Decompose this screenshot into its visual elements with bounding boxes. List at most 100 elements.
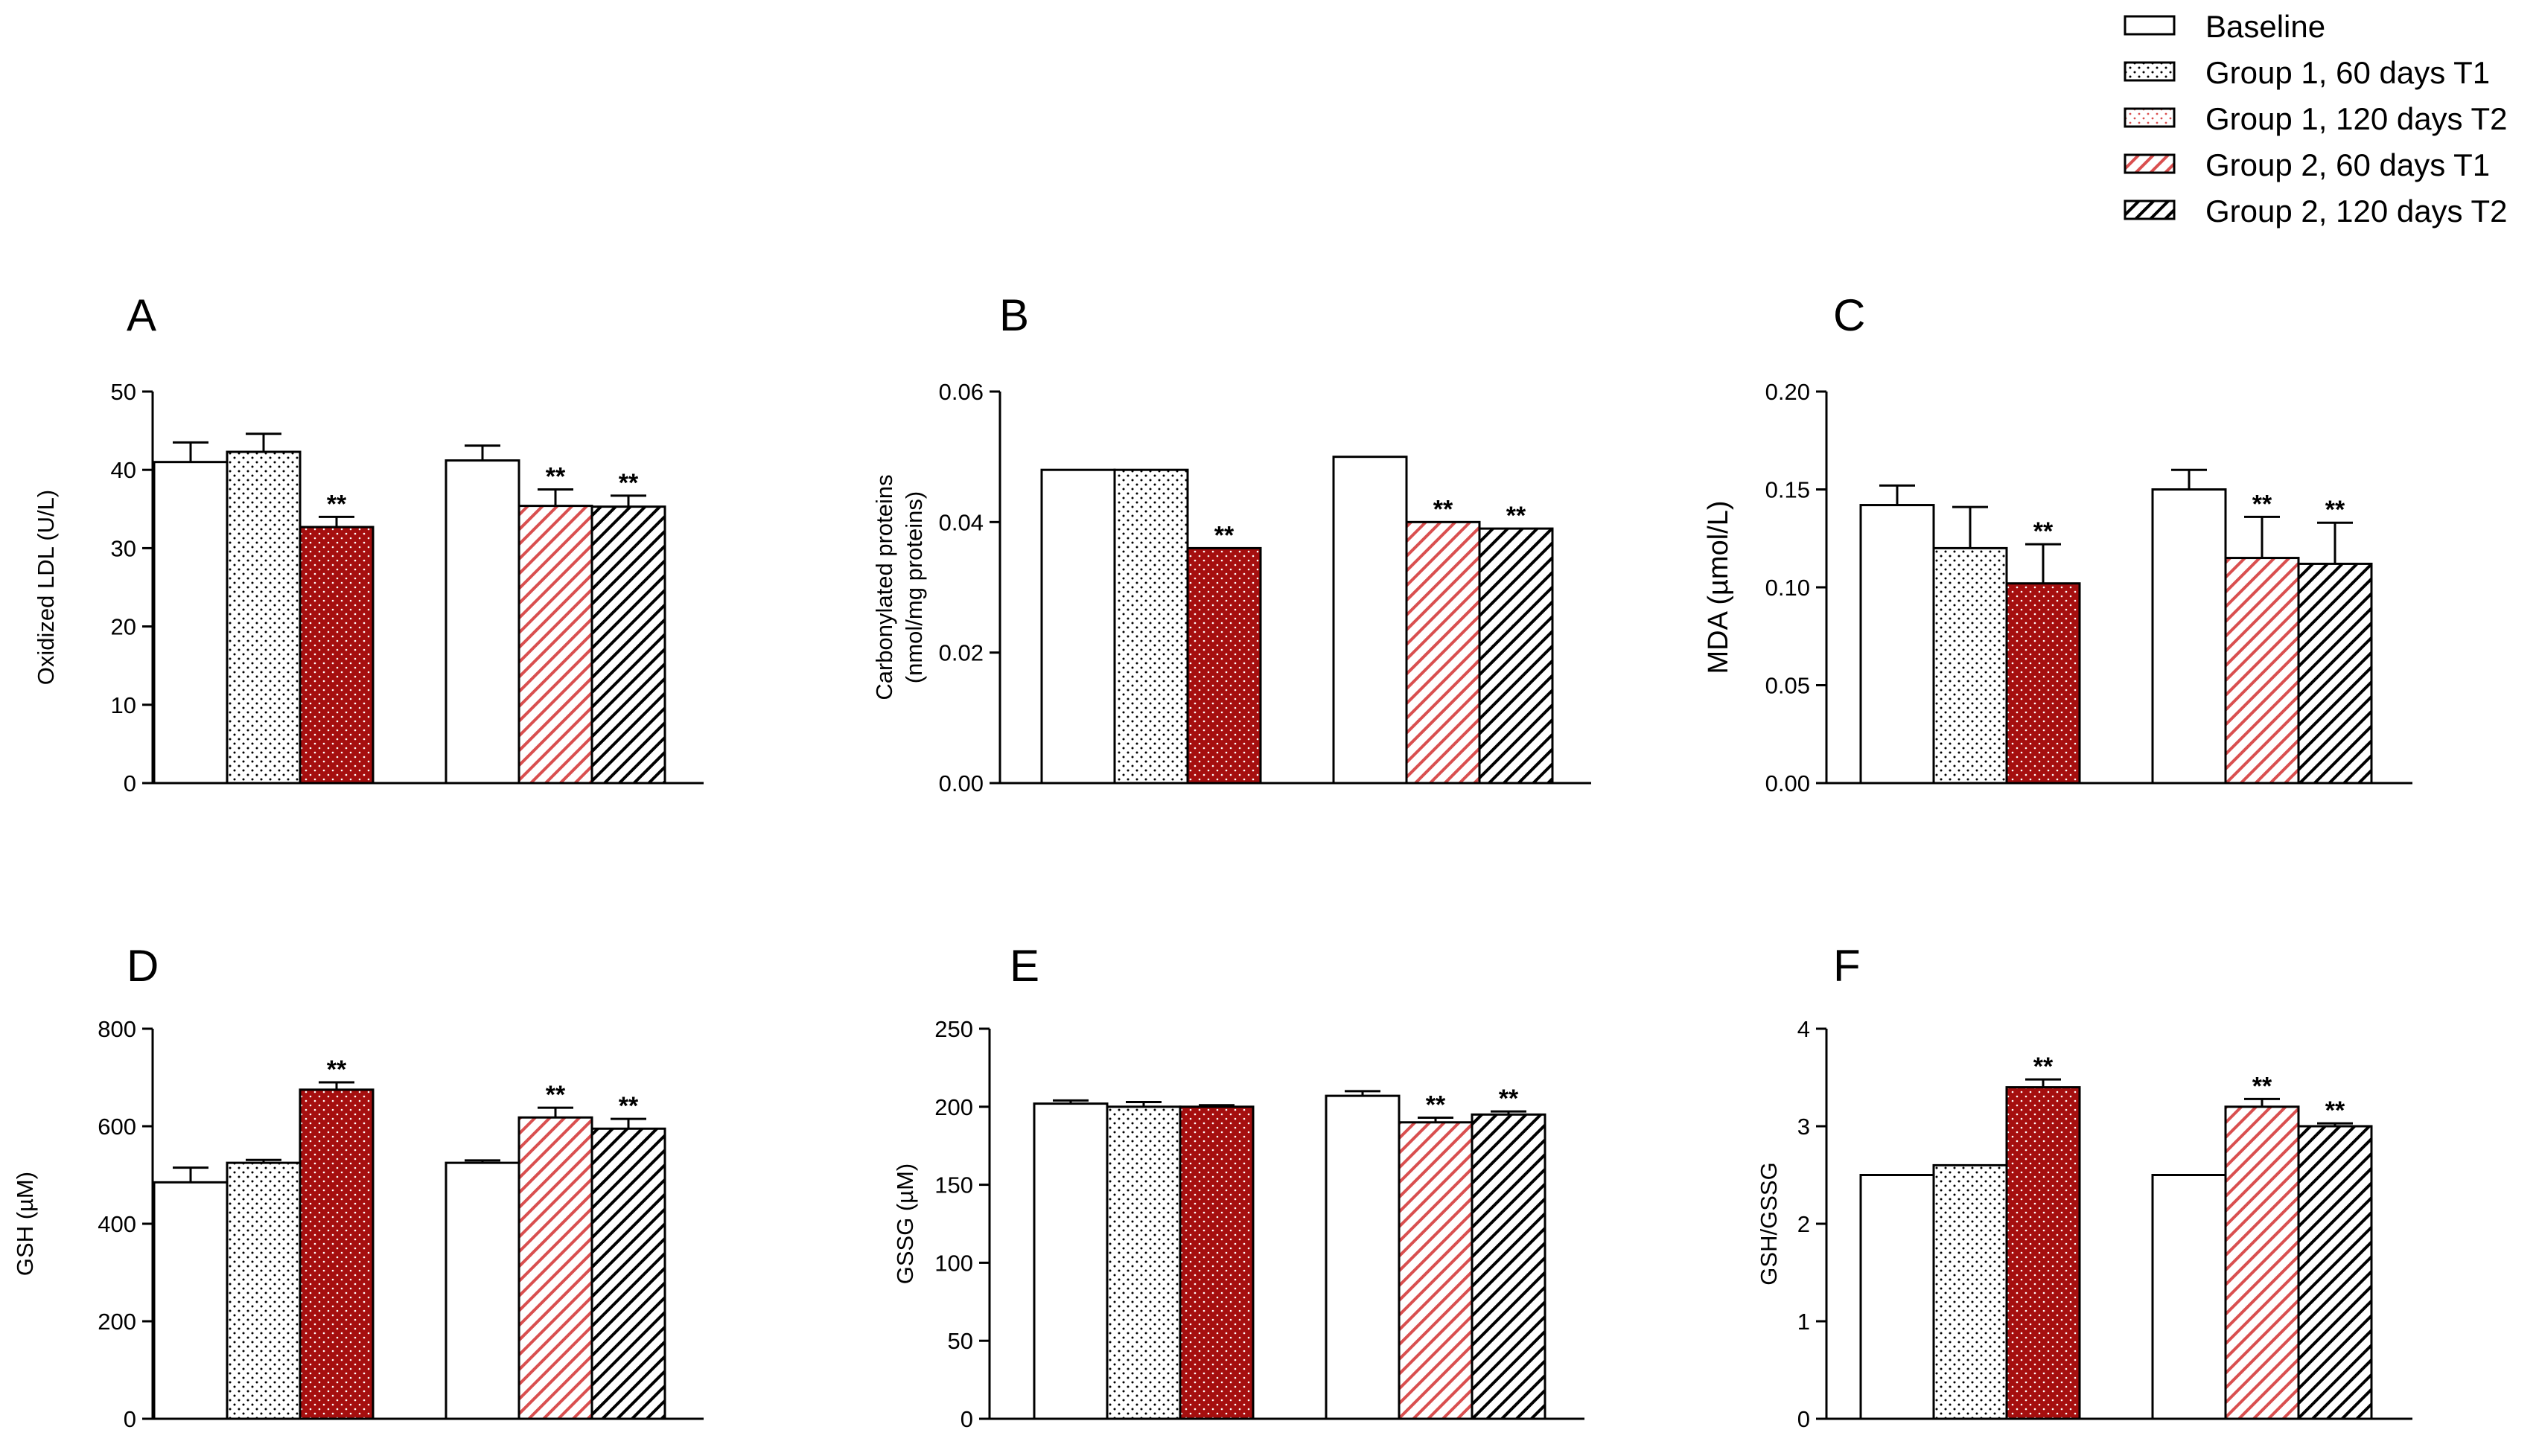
y-tick-label: 100 xyxy=(934,1250,973,1276)
bar xyxy=(1179,1105,1255,1420)
legend-swatch-group1-t1 xyxy=(2124,61,2176,82)
significance-label: ** xyxy=(1214,521,1235,549)
y-tick-label: 0.00 xyxy=(1765,770,1810,796)
bar xyxy=(2151,1174,2227,1420)
panel-letter: A xyxy=(127,290,156,340)
bar xyxy=(517,505,593,785)
bar xyxy=(1398,1121,1474,1420)
bar xyxy=(2151,488,2227,785)
y-tick-label: 0 xyxy=(1797,1406,1810,1432)
legend-label: Group 2, 60 days T1 xyxy=(2205,147,2491,182)
y-tick-label: 10 xyxy=(111,692,136,718)
y-tick-label: 0.04 xyxy=(939,509,984,535)
y-tick-label: 0.05 xyxy=(1765,673,1810,699)
significance-label: ** xyxy=(546,1081,566,1109)
y-tick-label: 150 xyxy=(934,1172,973,1198)
y-tick-label: 30 xyxy=(111,535,136,561)
bar xyxy=(2297,1125,2373,1420)
y-axis-label: Oxidized LDL (U/L) xyxy=(33,490,59,685)
bar xyxy=(1478,527,1554,785)
bar xyxy=(590,1127,666,1420)
y-axis-label: Carbonylated proteins xyxy=(871,474,897,700)
bar xyxy=(226,1161,302,1420)
significance-label: ** xyxy=(2325,496,2345,524)
y-axis-label: MDA (µmol/L) xyxy=(1703,500,1734,674)
significance-label: ** xyxy=(619,469,639,497)
panel-a: A 0 10 20 30 40 50 Oxidized LDL (U/L) ** ** ** xyxy=(33,290,704,796)
y-tick-label: 3 xyxy=(1797,1114,1810,1140)
significance-label: ** xyxy=(327,1056,347,1084)
bar xyxy=(153,461,229,785)
bar xyxy=(517,1116,593,1420)
bar xyxy=(1471,1113,1546,1420)
significance-label: ** xyxy=(2252,490,2272,518)
bar xyxy=(1113,468,1189,785)
bar xyxy=(1106,1105,1182,1420)
y-tick-label: 4 xyxy=(1797,1016,1810,1042)
panel-letter: B xyxy=(999,290,1029,340)
y-tick-label: 0.15 xyxy=(1765,477,1810,503)
y-tick-label: 0.02 xyxy=(939,640,984,666)
significance-label: ** xyxy=(1426,1091,1446,1119)
y-tick-label: 600 xyxy=(98,1114,136,1140)
significance-label: ** xyxy=(1499,1085,1519,1113)
significance-label: ** xyxy=(546,463,566,491)
significance-label: ** xyxy=(2252,1072,2272,1100)
bar xyxy=(1325,1094,1401,1420)
bar xyxy=(1040,468,1116,785)
significance-label: ** xyxy=(2033,517,2054,546)
y-tick-label: 50 xyxy=(111,379,136,405)
legend-swatch-baseline xyxy=(2124,15,2176,36)
bar xyxy=(1859,504,1935,785)
significance-label: ** xyxy=(1433,495,1453,523)
panel-letter: F xyxy=(1833,941,1861,991)
panel-letter: D xyxy=(127,941,159,991)
panel-c: C 0.00 0.05 0.10 0.15 0.20 MDA (µmol/L) ** ** ** xyxy=(1703,290,2412,796)
y-tick-label: 40 xyxy=(111,457,136,483)
bar xyxy=(2005,582,2081,785)
bar xyxy=(2005,1086,2081,1420)
bar xyxy=(445,459,520,785)
bar xyxy=(299,1088,375,1420)
bar xyxy=(1932,1163,2008,1420)
legend-label: Group 2, 120 days T2 xyxy=(2205,194,2508,229)
panel-b: B 0.00 0.02 0.04 0.06 Carbonylated proteins (n… xyxy=(871,290,1591,796)
legend-swatch-group2-t2 xyxy=(2124,199,2176,220)
y-tick-label: 200 xyxy=(934,1094,973,1120)
y-tick-label: 200 xyxy=(98,1309,136,1335)
y-tick-label: 400 xyxy=(98,1211,136,1237)
y-axis-label: GSSG (µM) xyxy=(892,1163,918,1285)
panel-d: D 0 200 400 600 800 GSH (µM) ** ** ** xyxy=(12,941,704,1432)
significance-label: ** xyxy=(619,1092,639,1120)
panel-letter: E xyxy=(1010,941,1039,991)
panel-letter: C xyxy=(1833,290,1865,340)
y-tick-label: 250 xyxy=(934,1016,973,1042)
y-axis-label: GSH/GSSG xyxy=(1756,1162,1782,1285)
legend-swatch-group2-t1 xyxy=(2124,153,2176,174)
y-tick-label: 50 xyxy=(948,1328,973,1354)
y-tick-label: 800 xyxy=(98,1016,136,1042)
bar xyxy=(1859,1174,1935,1420)
y-tick-label: 0.10 xyxy=(1765,575,1810,601)
y-axis-label: GSH (µM) xyxy=(12,1172,38,1276)
legend-label: Baseline xyxy=(2205,9,2326,44)
significance-label: ** xyxy=(1506,502,1526,530)
bar xyxy=(2224,557,2300,785)
bar xyxy=(226,450,302,785)
bar xyxy=(2224,1105,2300,1420)
y-tick-label: 0.00 xyxy=(939,770,984,796)
y-tick-label: 0.20 xyxy=(1765,379,1810,405)
bar xyxy=(153,1181,229,1420)
bar xyxy=(1932,546,2008,785)
legend-swatch-group1-t2 xyxy=(2124,107,2176,128)
y-tick-label: 0 xyxy=(961,1406,973,1432)
bar xyxy=(1405,520,1481,785)
y-tick-label: 20 xyxy=(111,614,136,640)
bar xyxy=(590,505,666,785)
y-axis-label: (nmol/mg proteins) xyxy=(901,491,927,683)
legend-label: Group 1, 120 days T2 xyxy=(2205,101,2508,136)
bar xyxy=(2297,562,2373,785)
bar xyxy=(299,526,375,785)
y-tick-label: 0 xyxy=(124,1406,136,1432)
